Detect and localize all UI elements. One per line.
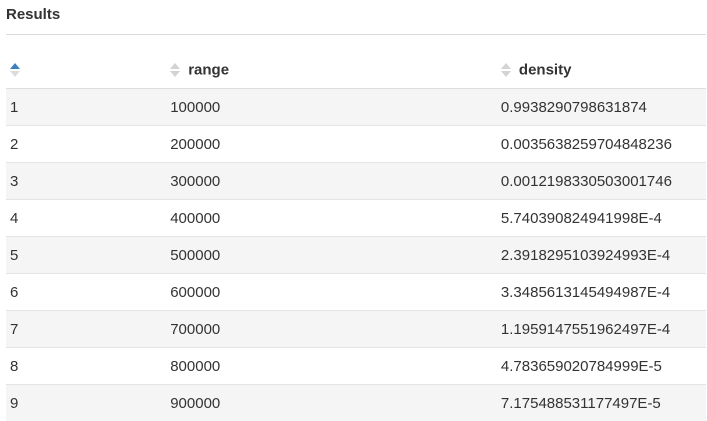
range-cell: 400000	[166, 199, 497, 237]
row-index-cell: 4	[6, 199, 167, 237]
table-row: 8 800000 4.783659020784999E-5	[6, 347, 706, 385]
table-row: 2 200000 0.0035638259704848236	[6, 125, 706, 163]
row-index-cell: 7	[6, 310, 167, 348]
row-index-cell: 3	[6, 162, 167, 200]
density-cell: 4.783659020784999E-5	[496, 347, 706, 385]
row-index-cell: 6	[6, 273, 167, 311]
density-cell: 0.0012198330503001746	[496, 162, 706, 200]
table-row: 5 500000 2.3918295103924993E-4	[6, 236, 706, 274]
title-divider	[6, 34, 706, 35]
table-row: 7 700000 1.1959147551962497E-4	[6, 310, 706, 348]
range-cell: 700000	[166, 310, 497, 348]
range-cell: 800000	[166, 347, 497, 385]
column-header-label: density	[518, 61, 572, 79]
range-cell: 600000	[166, 273, 497, 311]
column-header-index[interactable]	[6, 52, 167, 89]
table-header-row: range density	[6, 52, 706, 89]
row-index-cell: 1	[6, 88, 167, 126]
table-row: 3 300000 0.0012198330503001746	[6, 162, 706, 200]
sort-ascending-icon[interactable]	[10, 62, 20, 78]
density-cell: 0.0035638259704848236	[496, 125, 706, 163]
column-header-density[interactable]: density	[496, 52, 706, 89]
row-index-cell: 5	[6, 236, 167, 274]
results-title: Results	[6, 6, 61, 23]
density-cell: 7.175488531177497E-5	[496, 384, 706, 421]
table-row: 6 600000 3.3485613145494987E-4	[6, 273, 706, 311]
range-cell: 200000	[166, 125, 497, 163]
row-index-cell: 2	[6, 125, 167, 163]
density-cell: 0.9938290798631874	[496, 88, 706, 126]
density-cell: 5.740390824941998E-4	[496, 199, 706, 237]
density-cell: 2.3918295103924993E-4	[496, 236, 706, 274]
column-header-label: range	[188, 61, 230, 79]
results-table: range density 1 100000 0.993829079863187…	[6, 52, 706, 421]
table-row: 1 100000 0.9938290798631874	[6, 88, 706, 126]
range-cell: 500000	[166, 236, 497, 274]
table-row: 4 400000 5.740390824941998E-4	[6, 199, 706, 237]
row-index-cell: 9	[6, 384, 167, 421]
range-cell: 900000	[166, 384, 497, 421]
sort-icon[interactable]	[500, 62, 511, 78]
density-cell: 3.3485613145494987E-4	[496, 273, 706, 311]
range-cell: 300000	[166, 162, 497, 200]
density-cell: 1.1959147551962497E-4	[496, 310, 706, 348]
sort-icon[interactable]	[170, 62, 181, 78]
column-header-range[interactable]: range	[166, 52, 497, 89]
range-cell: 100000	[166, 88, 497, 126]
table-row: 9 900000 7.175488531177497E-5	[6, 384, 706, 421]
row-index-cell: 8	[6, 347, 167, 385]
